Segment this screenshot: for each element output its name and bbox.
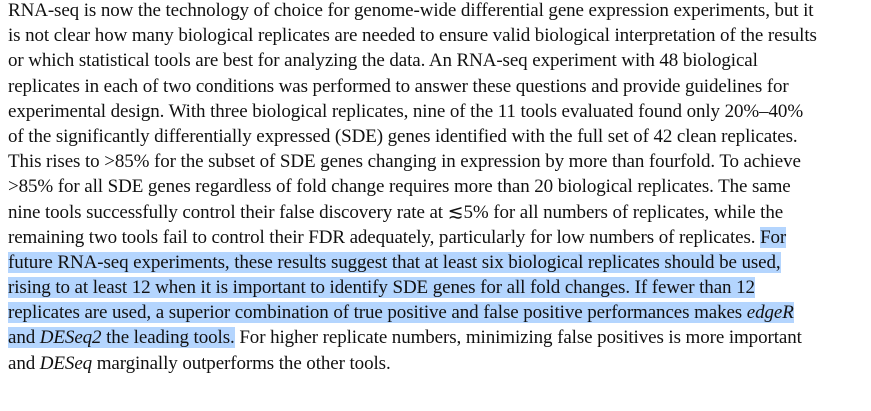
abstract-line: RNA-seq is now the technology of choice … <box>8 0 814 21</box>
abstract-paragraph: RNA-seq is now the technology of choice … <box>8 0 858 376</box>
selected-text-segment[interactable]: the leading tools. <box>101 327 235 349</box>
abstract-line: This rises to >85% for the subset of SDE… <box>8 151 801 173</box>
selected-text-segment[interactable]: and <box>8 327 40 349</box>
abstract-line: or which statistical tools are best for … <box>8 50 758 72</box>
selected-text[interactable]: and DESeq2 the leading tools. <box>8 327 235 349</box>
abstract-line: experimental design. With three biologic… <box>8 100 804 122</box>
abstract-line: replicates are used, a superior combinat… <box>8 300 858 325</box>
selected-text[interactable]: For <box>760 226 787 248</box>
abstract-line: and DESeq2 the leading tools. For higher… <box>8 325 858 350</box>
selected-text-segment[interactable]: replicates are used, a superior combinat… <box>8 302 747 324</box>
abstract-text: For higher replicate numbers, minimizing… <box>234 327 802 349</box>
abstract-line: is not clear how many biological replica… <box>8 25 817 47</box>
abstract-line: nine tools successfully control their fa… <box>8 201 784 223</box>
selected-text[interactable]: rising to at least 12 when it is importa… <box>8 277 755 299</box>
abstract-line: and DESeq marginally outperforms the oth… <box>8 351 858 376</box>
abstract-line: rising to at least 12 when it is importa… <box>8 275 858 300</box>
abstract-line: remaining two tools fail to control thei… <box>8 225 858 250</box>
abstract-text: marginally outperforms the other tools. <box>92 352 391 374</box>
abstract-text: and <box>8 352 40 374</box>
abstract-line: of the significantly differentially expr… <box>8 125 798 147</box>
selected-text[interactable]: future RNA-seq experiments, these result… <box>8 251 781 273</box>
abstract-line: replicates in each of two conditions was… <box>8 75 789 97</box>
tool-name-deseq2[interactable]: DESeq2 <box>39 327 102 349</box>
selected-text[interactable]: replicates are used, a superior combinat… <box>8 302 794 324</box>
abstract-line: >85% for all SDE genes regardless of fol… <box>8 176 791 198</box>
tool-name-edger[interactable]: edgeR <box>746 302 794 324</box>
abstract-line: future RNA-seq experiments, these result… <box>8 250 858 275</box>
tool-name-deseq: DESeq <box>39 352 93 374</box>
abstract-text: remaining two tools fail to control thei… <box>8 226 761 248</box>
